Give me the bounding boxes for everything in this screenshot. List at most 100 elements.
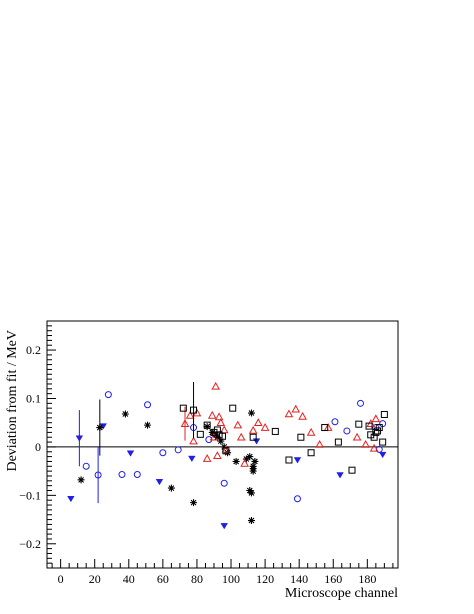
asterisk-marker <box>77 476 85 484</box>
open-triangle-marker <box>216 418 226 427</box>
open-square-marker <box>375 424 383 432</box>
open-square-marker <box>229 404 237 412</box>
open-circle-marker <box>118 471 126 479</box>
open-square-marker <box>297 433 305 441</box>
open-square-marker <box>321 424 329 432</box>
asterisk-marker <box>217 437 225 445</box>
x-tick-label: 100 <box>222 572 240 586</box>
x-axis: 0 20 40 60 80 100 120 140 160 180 <box>51 559 394 586</box>
asterisk-marker <box>121 410 129 418</box>
open-triangle-marker <box>284 409 294 418</box>
filled-triangle-marker <box>67 495 75 503</box>
open-square-marker <box>213 426 221 434</box>
open-triangle-marker <box>180 419 190 427</box>
filled-triangle-marker <box>293 457 302 464</box>
asterisk-marker <box>167 484 175 492</box>
open-triangle-marker <box>260 423 270 431</box>
x-tick-label: 80 <box>191 572 203 586</box>
open-triangle-marker <box>298 411 307 420</box>
open-triangle-marker <box>352 432 362 441</box>
open-square-marker <box>355 420 363 428</box>
asterisk-marker <box>246 453 254 461</box>
open-triangle-marker <box>361 439 370 448</box>
y-tick-label: 0.2 <box>26 343 41 357</box>
open-square-marker <box>203 421 211 429</box>
open-triangle-marker <box>207 410 217 419</box>
open-circle-marker <box>133 471 141 479</box>
open-triangle-marker <box>240 458 250 467</box>
open-circle-marker <box>293 495 301 503</box>
x-tick-label: 140 <box>290 572 308 586</box>
asterisk-marker <box>251 457 259 465</box>
open-triangle-marker <box>371 414 381 423</box>
open-square-marker <box>222 447 230 455</box>
open-circle-marker <box>220 479 228 487</box>
filled-triangle-marker <box>75 435 84 442</box>
asterisk-marker <box>249 467 257 475</box>
open-triangle-marker <box>236 432 246 441</box>
y-axis-label: Deviation from fit / MeV <box>5 330 20 472</box>
open-triangle-marker <box>213 451 222 459</box>
open-triangle-marker <box>291 404 301 413</box>
open-triangle-marker <box>248 425 258 434</box>
open-triangle-marker <box>211 381 221 390</box>
open-square-marker <box>379 438 387 446</box>
open-square-marker <box>285 456 293 464</box>
open-triangle-marker <box>214 412 224 421</box>
x-tick-label: 40 <box>123 572 135 586</box>
y-tick-label: 0.1 <box>26 391 41 405</box>
open-triangle-marker <box>306 427 316 436</box>
filled-triangle-marker <box>188 455 196 463</box>
asterisk-marker <box>247 409 255 417</box>
open-square-marker <box>249 433 257 441</box>
filled-triangle-marker <box>378 451 387 459</box>
filled-triangle-marker <box>336 472 344 479</box>
x-tick-label: 160 <box>324 572 342 586</box>
filled-triangle-marker <box>126 450 135 457</box>
x-tick-label: 120 <box>256 572 274 586</box>
x-tick-label: 0 <box>58 572 64 586</box>
filled-triangle-marker <box>155 479 164 486</box>
y-tick-label: 0 <box>35 440 41 454</box>
open-triangle-marker <box>369 443 379 452</box>
asterisk-marker <box>96 424 104 432</box>
open-square-marker <box>380 410 388 418</box>
open-square-marker <box>179 404 187 412</box>
open-triangle-marker <box>221 444 231 453</box>
open-square-marker <box>219 432 226 440</box>
open-circle-marker <box>331 418 339 426</box>
open-square-marker <box>271 427 279 435</box>
asterisk-marker <box>220 443 228 451</box>
open-triangle-marker <box>253 418 263 427</box>
asterisk-marker <box>190 499 198 507</box>
x-axis-label: Microscope channel <box>285 586 398 601</box>
x-tick-label: 180 <box>358 572 376 586</box>
open-circle-marker <box>343 427 351 435</box>
open-circle-marker <box>174 446 182 454</box>
asterisk-marker <box>247 489 255 497</box>
asterisk-marker <box>224 449 232 457</box>
open-circle-marker <box>159 449 167 457</box>
asterisk-marker <box>232 457 240 465</box>
asterisk-marker <box>213 433 221 441</box>
x-tick-label: 60 <box>157 572 169 586</box>
filled-triangle-marker <box>220 523 228 530</box>
open-circle-marker <box>82 462 90 470</box>
open-square-marker <box>334 438 342 446</box>
open-triangle-marker <box>185 410 195 419</box>
open-square-marker <box>365 422 373 430</box>
asterisk-marker <box>203 423 211 431</box>
open-square-marker <box>196 430 204 438</box>
asterisk-marker <box>247 517 255 525</box>
open-circle-marker <box>94 471 102 479</box>
y-tick-label: −0.2 <box>19 537 41 551</box>
open-square-marker <box>190 406 198 414</box>
asterisk-marker <box>144 421 152 429</box>
open-circle-marker <box>104 391 112 399</box>
open-triangle-marker <box>315 439 324 448</box>
open-triangle-marker <box>189 436 198 445</box>
open-square-marker <box>307 449 315 457</box>
open-square-marker <box>348 466 356 474</box>
asterisk-marker <box>242 455 250 463</box>
